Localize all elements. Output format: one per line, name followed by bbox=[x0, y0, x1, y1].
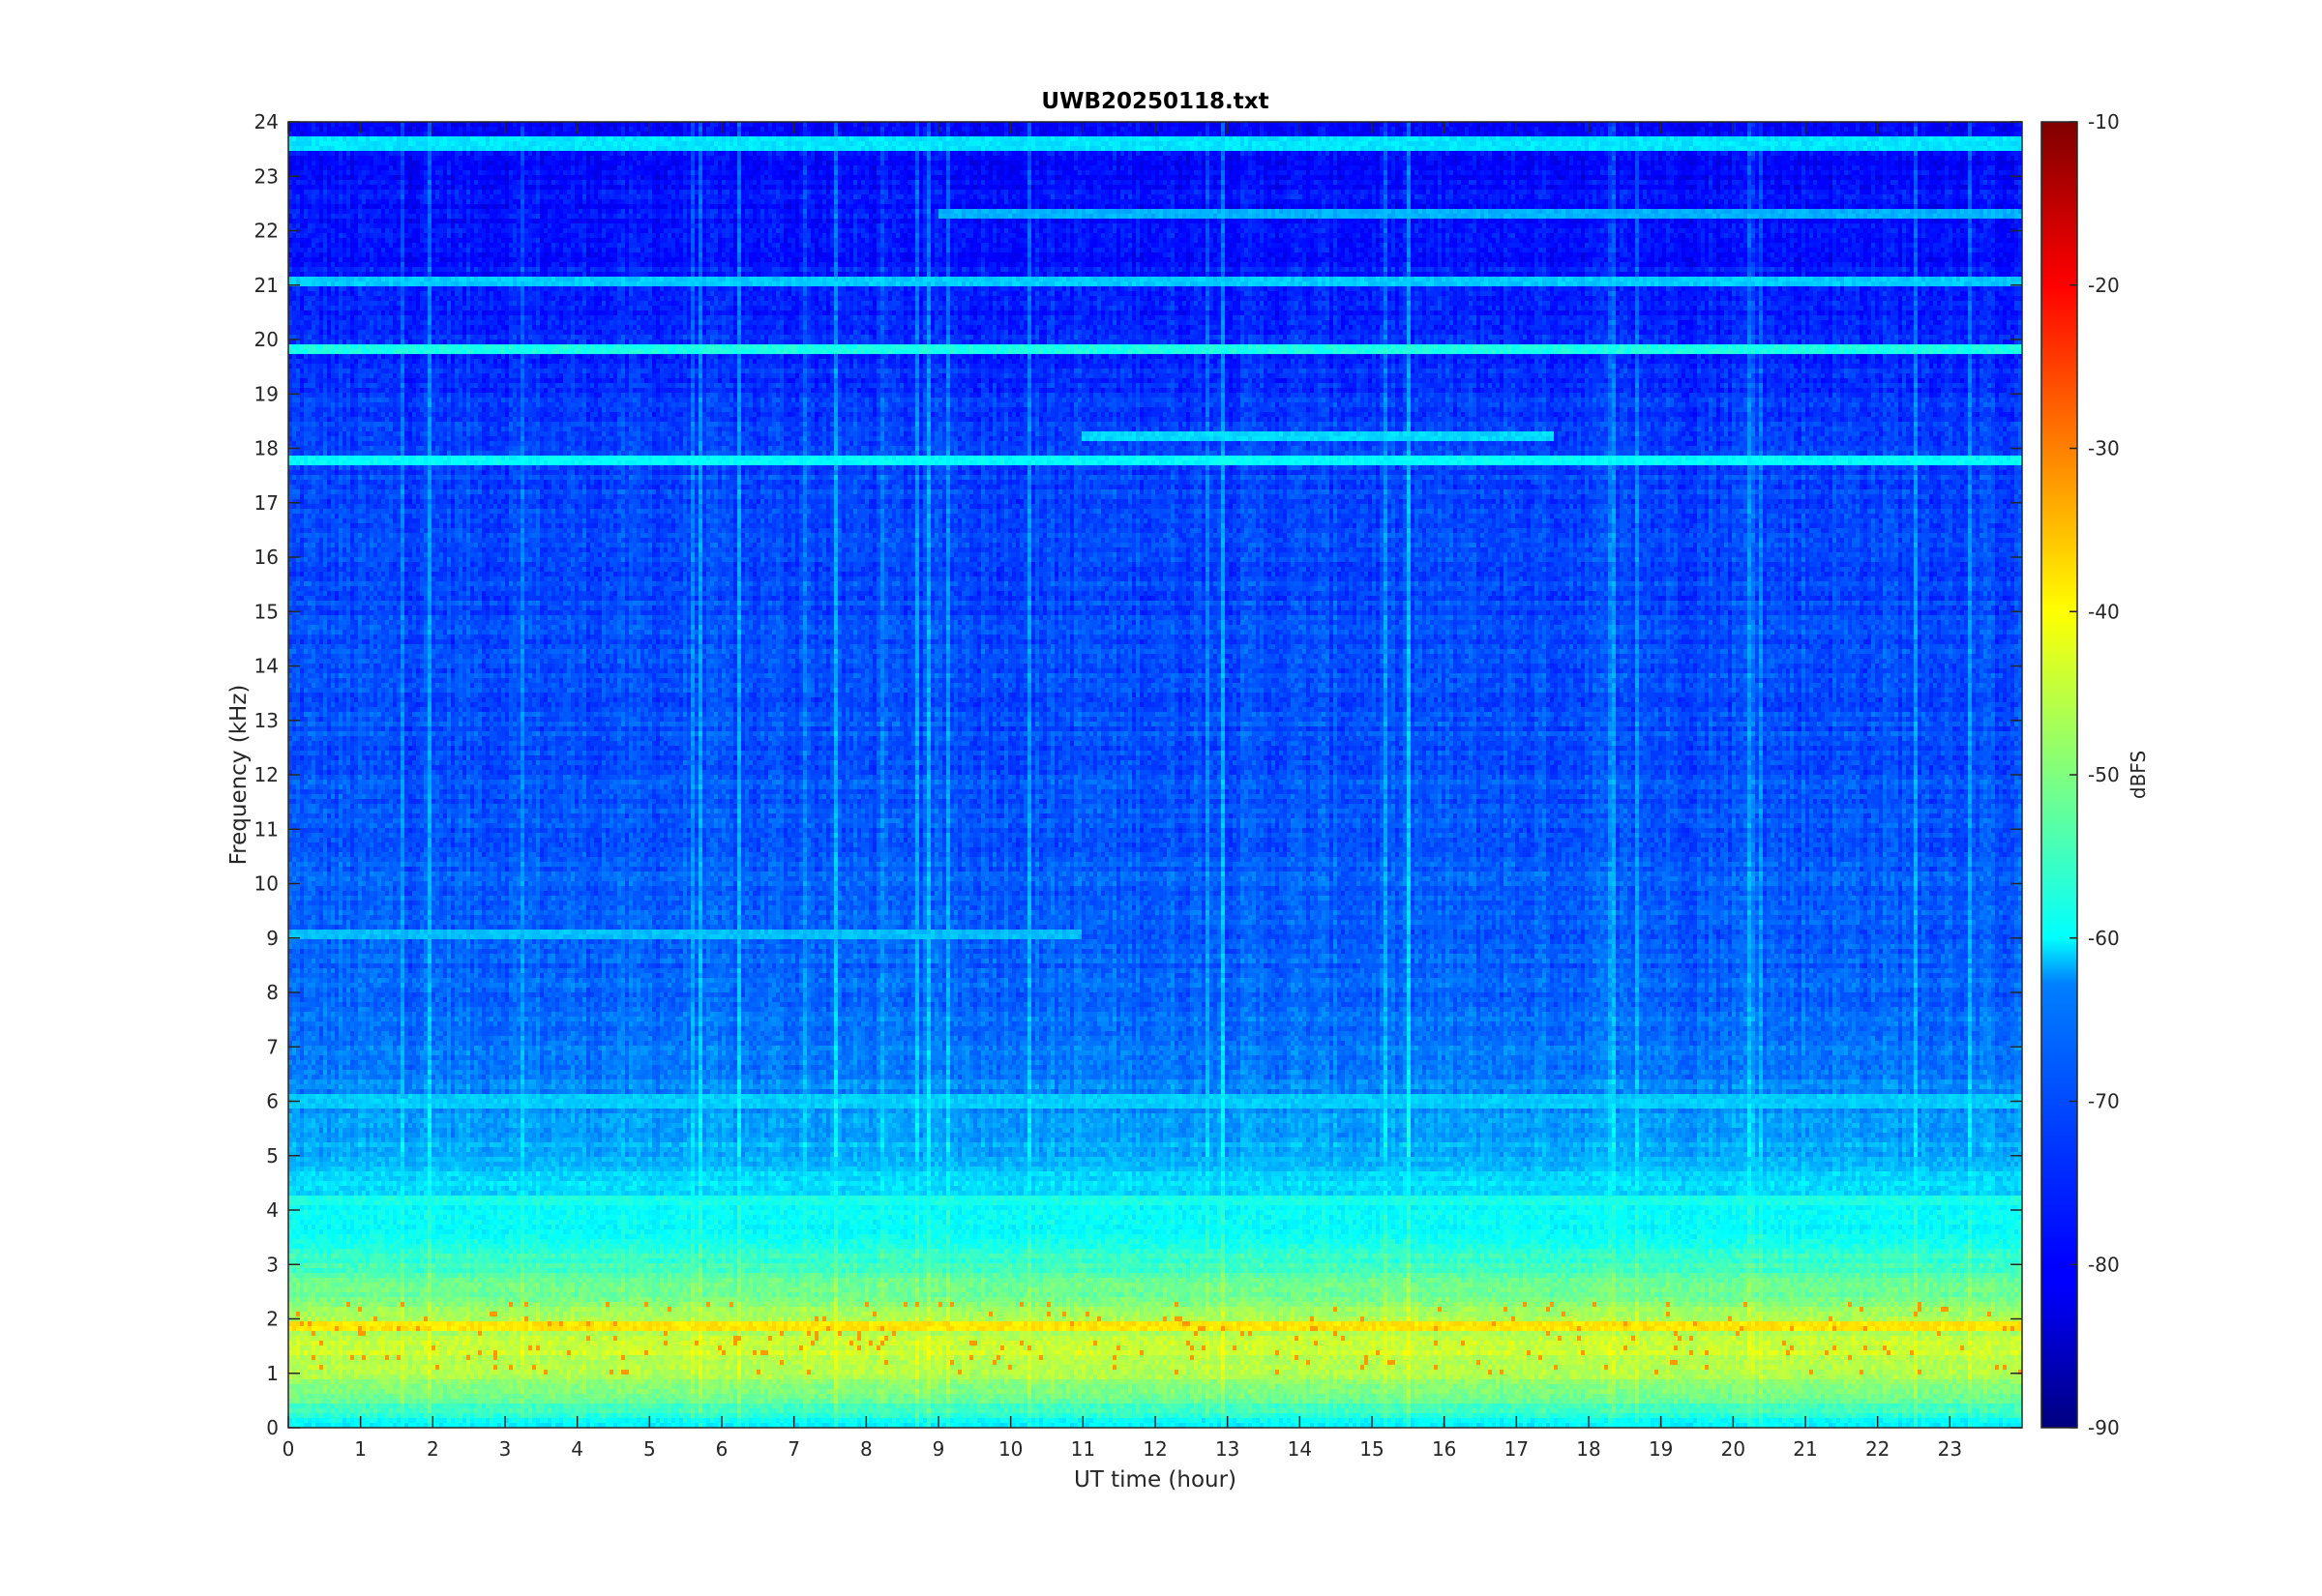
y-tick-label: 1 bbox=[266, 1362, 279, 1385]
y-tick-label: 6 bbox=[266, 1090, 279, 1113]
colorbar-tick-label: -80 bbox=[2088, 1253, 2120, 1276]
y-tick-label: 3 bbox=[266, 1253, 279, 1276]
colorbar-ticks: -90 -80 -70 -60 -50 -40 -30 -20 -10 bbox=[2069, 110, 2120, 1439]
x-tick-label: 11 bbox=[1071, 1437, 1095, 1461]
x-tick-label: 3 bbox=[499, 1437, 512, 1461]
x-tick-label: 23 bbox=[1938, 1437, 1962, 1461]
colorbar-tick-label: -90 bbox=[2088, 1416, 2120, 1439]
x-tick-label: 8 bbox=[860, 1437, 873, 1461]
y-tick-label: 4 bbox=[266, 1198, 279, 1222]
x-tick-label: 21 bbox=[1793, 1437, 1817, 1461]
colorbar-tick-label: -60 bbox=[2088, 927, 2120, 950]
y-tick-label: 16 bbox=[254, 546, 279, 569]
y-tick-label: 24 bbox=[254, 110, 279, 133]
colorbar-tick-label: -70 bbox=[2088, 1090, 2120, 1113]
y-tick-label: 9 bbox=[266, 927, 279, 950]
y-tick-label: 8 bbox=[266, 981, 279, 1004]
y-axis-label: Frequency (kHz) bbox=[226, 685, 252, 866]
y-tick-label: 18 bbox=[254, 437, 279, 460]
x-tick-label: 5 bbox=[643, 1437, 656, 1461]
y-tick-label: 5 bbox=[266, 1144, 279, 1167]
y-tick-label: 19 bbox=[254, 382, 279, 405]
x-tick-label: 18 bbox=[1576, 1437, 1600, 1461]
x-tick-label: 7 bbox=[788, 1437, 800, 1461]
x-tick-label: 17 bbox=[1504, 1437, 1529, 1461]
x-tick-label: 9 bbox=[933, 1437, 945, 1461]
y-tick-label: 11 bbox=[254, 817, 279, 841]
x-tick-label: 15 bbox=[1359, 1437, 1384, 1461]
colorbar: -90 -80 -70 -60 -50 -40 -30 -20 -10 dBFS bbox=[2040, 110, 2150, 1439]
y-tick-label: 22 bbox=[254, 220, 279, 243]
y-tick-label: 20 bbox=[254, 328, 279, 351]
spectrogram-heatmap bbox=[288, 122, 2022, 1428]
y-tick-label: 10 bbox=[254, 872, 279, 896]
y-tick-label: 0 bbox=[266, 1416, 279, 1439]
y-tick-label: 23 bbox=[254, 164, 279, 188]
colorbar-tick-label: -40 bbox=[2088, 600, 2120, 623]
y-tick-label: 14 bbox=[254, 655, 279, 678]
x-tick-label: 10 bbox=[998, 1437, 1023, 1461]
x-tick-label: 20 bbox=[1721, 1437, 1745, 1461]
y-tick-label: 2 bbox=[266, 1308, 279, 1331]
y-tick-label: 7 bbox=[266, 1035, 279, 1058]
colorbar-tick-label: -20 bbox=[2088, 274, 2120, 297]
x-axis-label: UT time (hour) bbox=[1074, 1467, 1236, 1493]
x-tick-label: 19 bbox=[1649, 1437, 1673, 1461]
y-tick-label: 21 bbox=[254, 274, 279, 297]
chart-title: UWB20250118.txt bbox=[1041, 89, 1268, 114]
y-tick-label: 12 bbox=[254, 763, 279, 786]
x-tick-label: 13 bbox=[1215, 1437, 1239, 1461]
colorbar-tick-label: -50 bbox=[2088, 763, 2120, 786]
colorbar-tick-label: -10 bbox=[2088, 110, 2120, 133]
colorbar-tick-label: -30 bbox=[2088, 437, 2120, 460]
x-tick-label: 16 bbox=[1432, 1437, 1456, 1461]
x-tick-label: 6 bbox=[716, 1437, 729, 1461]
x-tick-label: 12 bbox=[1143, 1437, 1167, 1461]
y-tick-label: 15 bbox=[254, 600, 279, 623]
heatmap-image bbox=[288, 122, 2022, 1428]
x-axis: 0 1 2 3 4 5 6 7 8 9 10 11 12 13 14 15 16 17 18 19 20 21 22 23 bbox=[283, 122, 1962, 1461]
y-tick-label: 17 bbox=[254, 491, 279, 515]
y-tick-label: 13 bbox=[254, 709, 279, 732]
x-tick-label: 0 bbox=[283, 1437, 295, 1461]
x-tick-label: 2 bbox=[427, 1437, 439, 1461]
x-tick-label: 14 bbox=[1288, 1437, 1312, 1461]
x-tick-label: 4 bbox=[571, 1437, 583, 1461]
x-tick-label: 1 bbox=[354, 1437, 367, 1461]
x-tick-label: 22 bbox=[1865, 1437, 1890, 1461]
colorbar-label: dBFS bbox=[2127, 751, 2150, 799]
